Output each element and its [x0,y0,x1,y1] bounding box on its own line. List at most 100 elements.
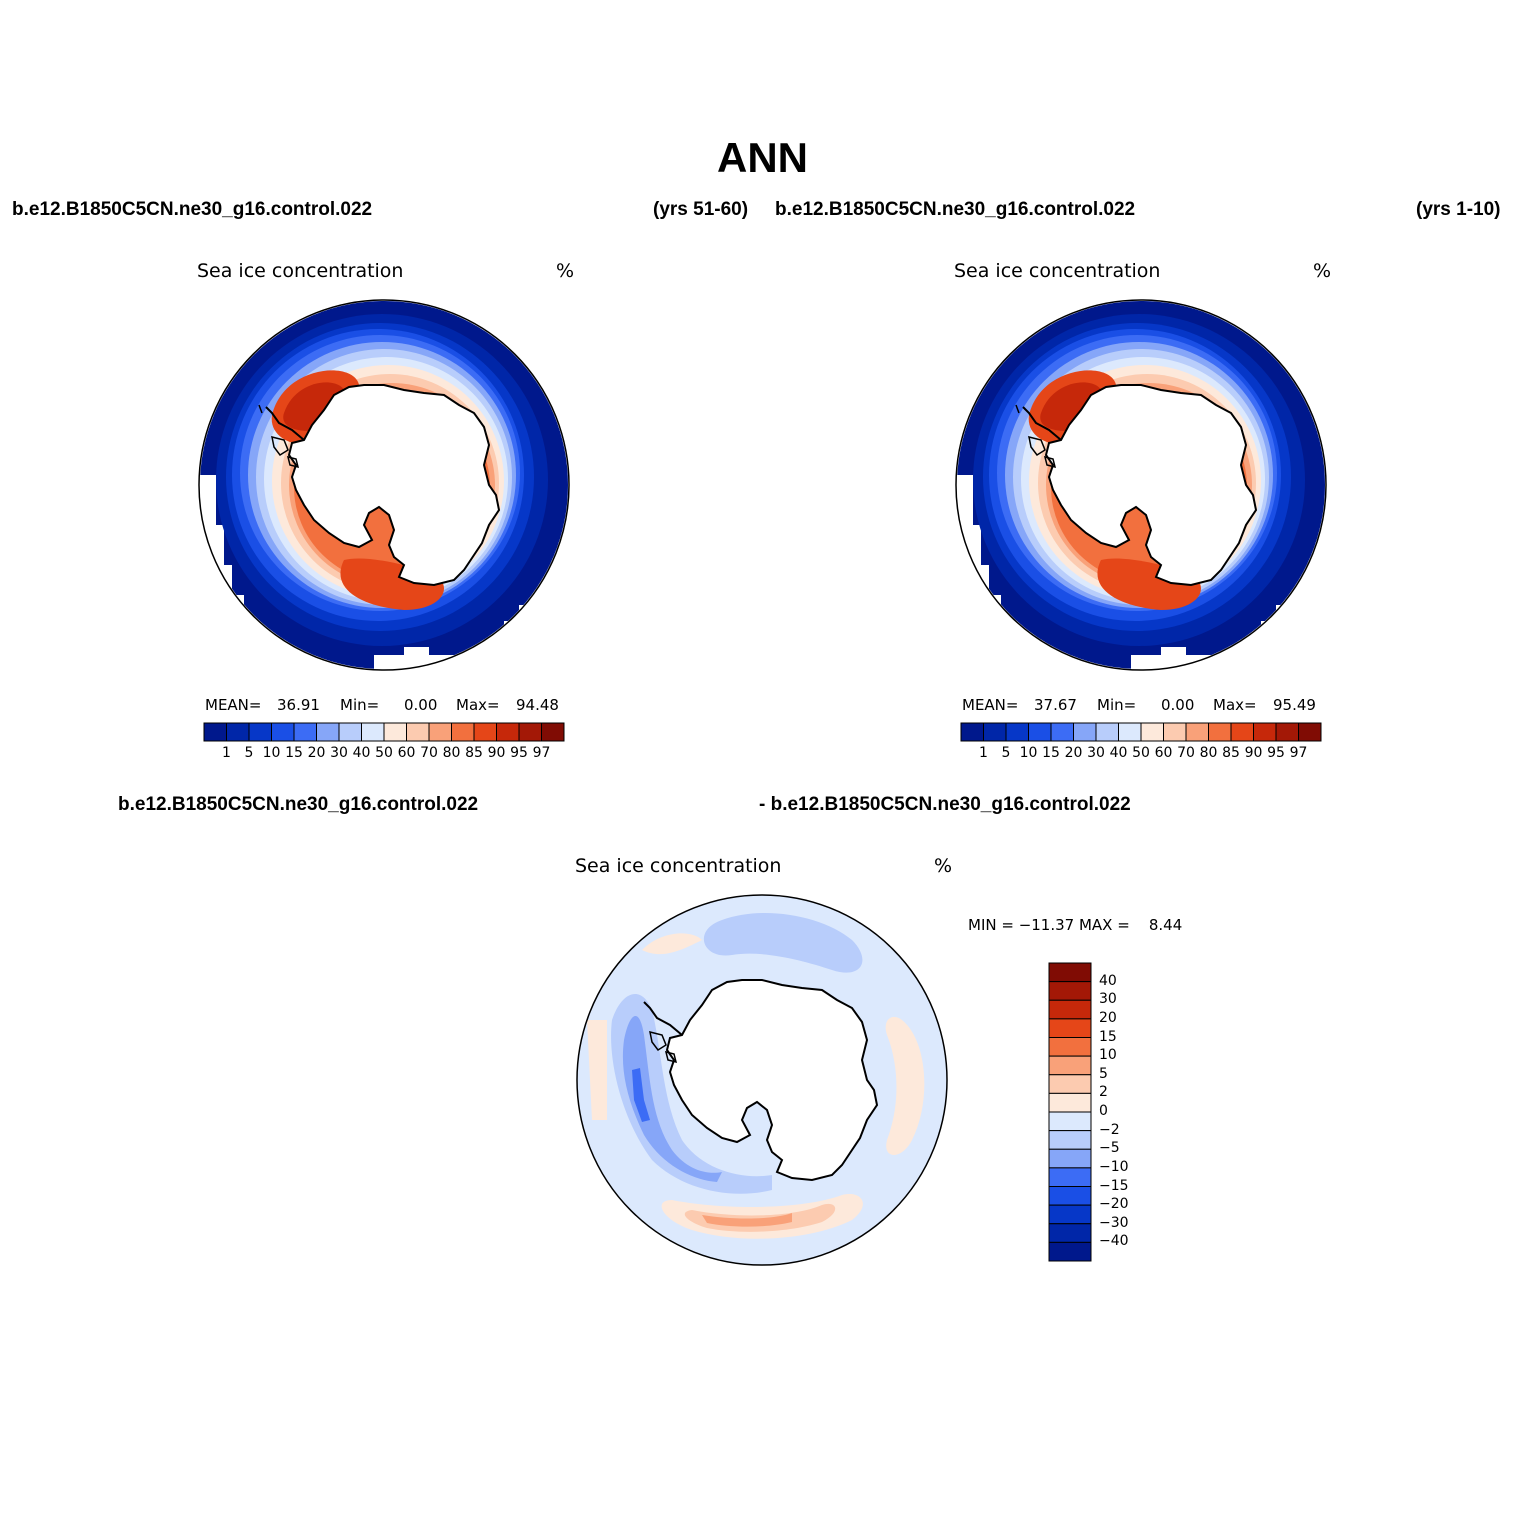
diff-polar-map [576,894,948,1266]
panel-1-colorbar-box [203,722,227,742]
panel-2-colorbar-box [983,722,1007,742]
panel-1-colorbar-box [406,722,430,742]
panel-2-colorbar-label: 70 [1177,745,1195,761]
years-label-top-right: (yrs 1-10) [1416,199,1501,220]
panel-1-colorbar-box [496,722,520,742]
panel-1-colorbar [203,722,565,742]
panel-2-colorbar-box [1005,722,1029,742]
panel-1-mean-label: MEAN= [205,696,262,714]
years-label-top-left: (yrs 51-60) [653,199,749,220]
panel-1-colorbar-label: 15 [285,745,303,761]
diff-colorbar-label: 5 [1099,1065,1108,1082]
panel-1-max-label: Max= [456,696,500,714]
diff-colorbar-label: 10 [1099,1047,1117,1064]
diff-colorbar-label: −5 [1099,1140,1120,1157]
diff-colorbar-box [1048,1037,1092,1057]
diff-colorbar-box [1048,962,1092,983]
panel-2-colorbar-box [1118,722,1142,742]
panel-2-mean-label: MEAN= [962,696,1019,714]
diff-panel-variable: Sea ice concentration [575,855,782,877]
panel-1-colorbar-box [518,722,542,742]
panel-2-colorbar-label: 5 [1001,745,1011,761]
panel-2-colorbar-label: 90 [1244,745,1263,761]
panel-2-colorbar-box [1073,722,1097,742]
panel-2-colorbar-box [1253,722,1277,742]
diff-colorbar-label: 40 [1099,972,1117,989]
diff-colorbar-label: −30 [1099,1214,1129,1231]
panel-1-colorbar-box [226,722,250,742]
panel-2-colorbar-label: 10 [1019,745,1038,761]
panel-2-colorbar-label: 95 [1267,745,1285,761]
panel-1-colorbar-box [473,722,497,742]
panel-1-colorbar-box [541,722,565,742]
diff-colorbar-box [1048,1167,1092,1187]
panel-1-colorbar-label: 70 [420,745,438,761]
panel-1-polar-map [198,299,570,671]
case-label-diff-right: - b.e12.B1850C5CN.ne30_g16.control.022 [759,794,1131,815]
panel-2-max-value: 95.49 [1273,696,1316,714]
diff-colorbar-box [1048,1241,1092,1262]
panel-2-mean-value: 37.67 [1034,696,1077,714]
diff-colorbar-box [1048,1186,1092,1206]
panel-2-polar-map [955,299,1327,671]
panel-1-colorbar-label: 85 [465,745,483,761]
diff-colorbar-label: 20 [1099,1009,1117,1026]
panel-1-colorbar-label: 80 [442,745,461,761]
diff-colorbar-box [1048,1130,1092,1150]
panel-1-min-label: Min= [340,696,380,714]
panel-2-colorbar-box [1185,722,1209,742]
panel-2-colorbar-box [1275,722,1299,742]
panel-1-variable: Sea ice concentration [197,260,404,282]
panel-2-colorbar-box [1208,722,1232,742]
panel-2-colorbar-label: 20 [1064,745,1083,761]
diff-colorbar-label: 15 [1099,1028,1117,1045]
diff-panel-units: % [934,855,953,877]
diff-colorbar-box [1048,1074,1092,1094]
diff-colorbar-box [1048,1204,1092,1225]
case-label-top-right: b.e12.B1850C5CN.ne30_g16.control.022 [775,199,1136,220]
diff-colorbar-box [1048,1111,1092,1132]
panel-1-colorbar-box [316,722,340,742]
panel-1-mean-value: 36.91 [277,696,320,714]
diff-colorbar-box [1048,1148,1092,1169]
diff-colorbar-box [1048,1223,1092,1243]
panel-1-colorbar-label: 30 [330,745,348,761]
diff-colorbar-label: −20 [1099,1196,1129,1213]
panel-1-units: % [556,260,575,282]
panel-1-colorbar-label: 97 [532,745,551,761]
main-title: ANN [717,134,808,181]
diff-colorbar-box [1048,1092,1092,1113]
diff-colorbar-label: −40 [1099,1233,1129,1250]
diff-colorbar-box [1048,981,1092,1001]
panel-1-colorbar-label: 1 [222,745,231,761]
panel-2-colorbar-box [1163,722,1187,742]
case-label-diff-left: b.e12.B1850C5CN.ne30_g16.control.022 [118,794,479,815]
panel-2-min-label: Min= [1097,696,1137,714]
panel-1-colorbar-box [248,722,272,742]
diff-colorbar-box [1048,999,1092,1020]
case-label-top-left: b.e12.B1850C5CN.ne30_g16.control.022 [12,199,373,220]
panel-2-colorbar-box [1140,722,1164,742]
panel-1-colorbar-box [271,722,295,742]
panel-2-variable: Sea ice concentration [954,260,1161,282]
panel-2-colorbar-label: 30 [1087,745,1105,761]
panel-1-colorbar-box [451,722,475,742]
panel-1-colorbar-label: 90 [487,745,506,761]
panel-2-colorbar-label: 50 [1132,745,1150,761]
panel-2-colorbar-label: 1 [979,745,988,761]
panel-2-colorbar-label: 15 [1042,745,1060,761]
diff-colorbar-label: −2 [1099,1121,1120,1138]
panel-1-colorbar-label: 60 [397,745,416,761]
panel-1-colorbar-label: 50 [375,745,393,761]
panel-2-colorbar-box [1095,722,1119,742]
diff-colorbar-label: 0 [1099,1103,1108,1119]
diff-colorbar [1048,962,1092,1262]
panel-1-colorbar-label: 95 [510,745,528,761]
panel-2-units: % [1313,260,1332,282]
panel-2-colorbar-label: 40 [1109,745,1128,761]
panel-1-min-value: 0.00 [404,696,438,714]
diff-colorbar-box [1048,1055,1092,1076]
panel-2-colorbar-box [960,722,984,742]
panel-2-colorbar-box [1028,722,1052,742]
panel-2-max-label: Max= [1213,696,1257,714]
